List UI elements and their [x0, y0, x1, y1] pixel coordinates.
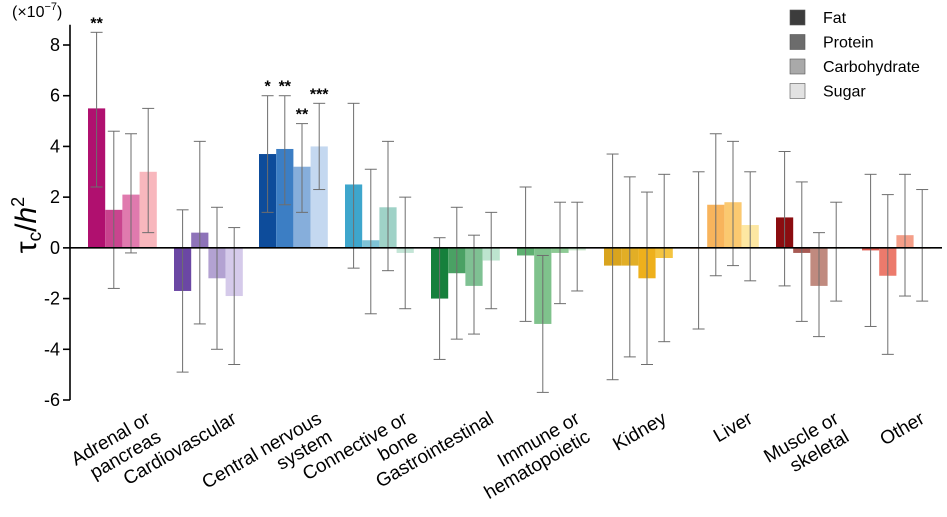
legend-swatch: [789, 58, 806, 75]
y-axis-label: τc/h2: [8, 197, 46, 253]
significance-label: *: [264, 79, 271, 96]
legend-swatch: [789, 34, 806, 50]
significance-label: **: [279, 79, 292, 96]
category-group: Kidney: [604, 153, 673, 456]
y-tick-label: -4: [44, 339, 60, 359]
legend: Fat Protein Carbohydrate Sugar: [789, 9, 920, 101]
scale-factor: (×10−7): [12, 1, 62, 21]
y-tick-label: 8: [50, 35, 60, 55]
significance-label: **: [90, 15, 103, 32]
y-tick-label: 0: [50, 238, 60, 258]
category-label-line: Liver: [710, 408, 757, 447]
category-label: Kidney: [609, 408, 670, 455]
category-group: Other: [862, 173, 931, 450]
category-group: * *******Central nervoussystem: [199, 79, 336, 494]
y-tick-label: 4: [50, 136, 60, 156]
significance-label: **: [296, 107, 309, 124]
category-label-line: Other: [877, 408, 929, 450]
y-tick-label: 2: [50, 187, 60, 207]
category-group: Immune orhematopoietic: [481, 186, 594, 504]
category-group: Muscle orskeletal: [760, 151, 853, 486]
category-label: Other: [877, 408, 929, 450]
category-group: **Adrenal orpancreas: [68, 15, 165, 483]
bar: [310, 146, 328, 248]
y-tick-label: -6: [44, 390, 60, 410]
category-label: Liver: [710, 408, 757, 447]
legend-swatch: [789, 83, 806, 99]
significance-label: ***: [310, 86, 329, 103]
legend-swatch: [789, 9, 806, 26]
category-label-line: Kidney: [609, 408, 670, 455]
y-tick-label: 6: [50, 86, 60, 106]
category-group: Liver: [690, 133, 759, 447]
legend-label: Sugar: [823, 84, 866, 101]
legend-label: Carbohydrate: [823, 59, 920, 76]
category-label: Muscle orskeletal: [760, 408, 853, 486]
legend-label: Fat: [823, 10, 847, 27]
y-tick-label: -2: [44, 289, 60, 309]
legend-label: Protein: [823, 35, 874, 52]
